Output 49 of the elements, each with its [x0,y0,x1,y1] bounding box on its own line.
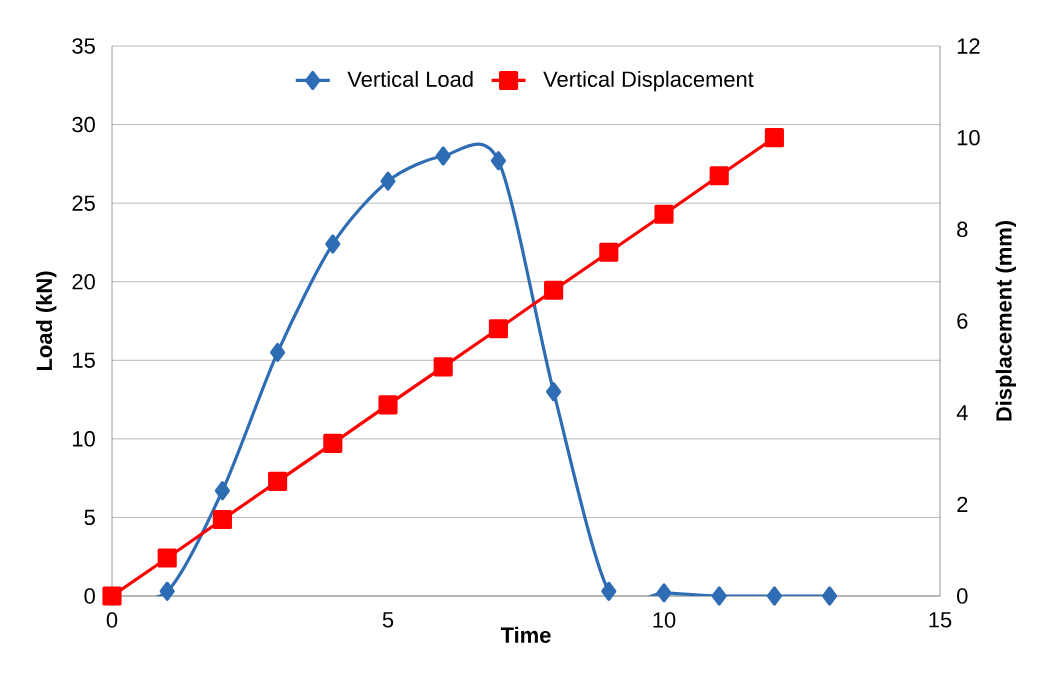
x-axis-title: Time [500,626,551,643]
point [270,342,286,362]
y2-axis-title: Displacement (mm) [995,221,1017,421]
y-tick-label: 30 [72,116,95,133]
point [159,581,175,601]
x-tick-label: 10 [653,612,676,628]
point [822,586,838,606]
point [268,471,288,491]
legend-label: Vertical Load [347,70,473,87]
point [435,146,451,166]
point [214,481,230,501]
point [599,242,619,262]
y-axis-title: Load (kN) [35,271,57,371]
y-tick-label: 20 [72,273,95,290]
point [709,166,729,186]
y2-tick-label: 6 [957,313,968,329]
y-tick-label: 10 [73,431,95,447]
y2-tick-label: 0 [957,588,968,604]
y-tick-label: 5 [84,509,95,526]
y-tick-label: 15 [73,352,95,368]
y2-tick-label: 2 [957,496,968,512]
x-tick-label: 0 [106,612,118,628]
legend-label: Vertical Displacement [543,70,754,92]
y-tick-label: 35 [72,38,95,54]
point [544,280,564,300]
point [766,586,782,606]
x-tick-label: 15 [929,612,952,628]
y-tick-label: 0 [84,588,95,604]
point [325,234,341,254]
point [378,395,398,415]
y2-tick-label: 8 [957,221,968,238]
point [711,586,727,606]
point [546,382,562,402]
point [490,151,506,171]
point [654,204,674,224]
point [323,433,343,453]
point [380,171,396,191]
y2-tick-label: 10 [957,129,980,146]
point [433,357,453,377]
y-tick-label: 25 [72,195,95,211]
point [601,581,617,601]
x-tick-label: 5 [382,612,394,628]
y2-tick-label: 12 [957,38,980,54]
y2-tick-label: 4 [956,405,968,421]
point [157,548,177,568]
point [656,583,672,603]
point [764,128,784,148]
point [212,509,232,530]
point [488,319,508,339]
